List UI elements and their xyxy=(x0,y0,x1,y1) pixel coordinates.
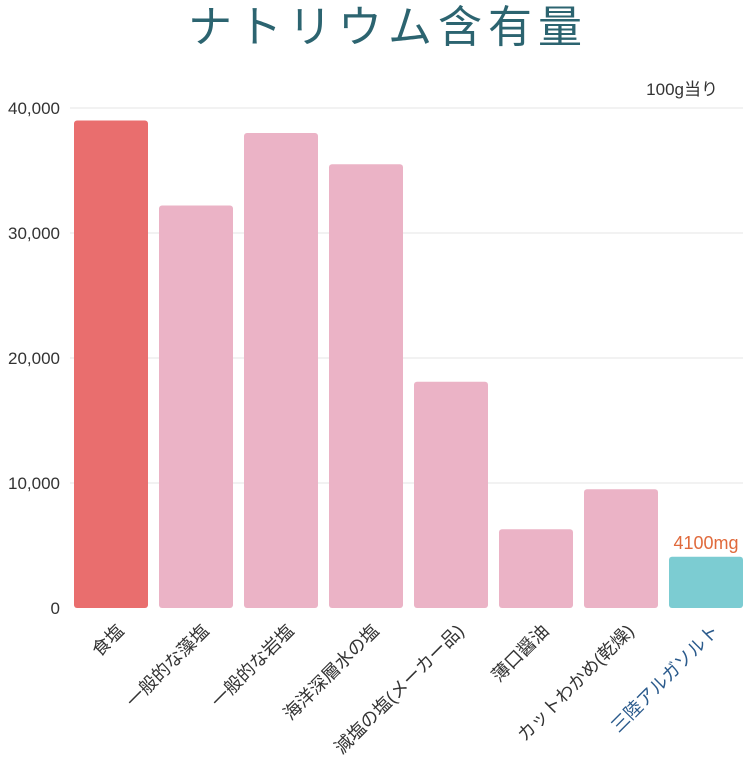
bar xyxy=(159,205,233,608)
bars xyxy=(74,120,743,608)
category-label: 一般的な藻塩 xyxy=(122,621,213,712)
bar xyxy=(499,529,573,608)
y-tick-label: 40,000 xyxy=(8,99,60,118)
bar xyxy=(414,381,488,608)
data-labels: 4100mg xyxy=(673,533,738,553)
category-label: 食塩 xyxy=(88,621,128,661)
category-label: 一般的な岩塩 xyxy=(207,621,298,712)
y-tick-label: 20,000 xyxy=(8,349,60,368)
chart-title: ナトリウム含有量 xyxy=(188,2,588,53)
y-tick-label: 0 xyxy=(51,599,60,618)
category-label: 薄口醤油 xyxy=(488,621,553,686)
bar xyxy=(244,133,318,608)
y-tick-label: 10,000 xyxy=(8,474,60,493)
y-axis-ticks: 0 10,000 20,000 30,000 40,000 xyxy=(8,99,60,618)
bar xyxy=(584,489,658,608)
bar xyxy=(74,120,148,608)
data-label: 4100mg xyxy=(673,533,738,553)
bar xyxy=(669,556,743,608)
unit-note: 100g当り xyxy=(646,80,718,99)
y-tick-label: 30,000 xyxy=(8,224,60,243)
bar xyxy=(329,164,403,608)
